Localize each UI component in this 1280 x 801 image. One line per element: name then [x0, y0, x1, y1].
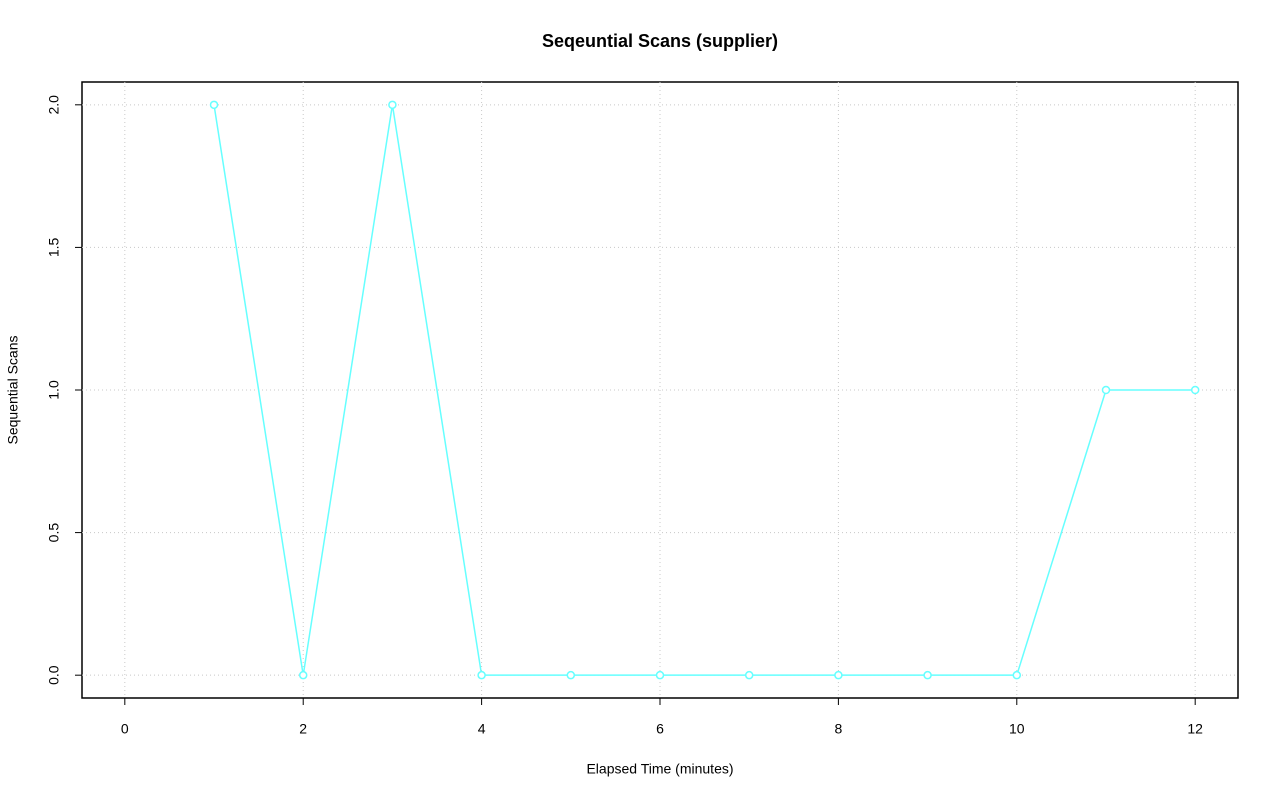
point [298, 670, 308, 680]
series-line [213, 104, 1196, 676]
y-tick-label: 0.0 [46, 665, 62, 685]
x-tick-label: 12 [1187, 721, 1203, 737]
point [923, 670, 932, 680]
point [477, 670, 486, 680]
y-tick-label: 1.5 [46, 237, 62, 257]
x-tick-label: 6 [656, 721, 664, 737]
x-tick-label: 10 [1009, 721, 1025, 737]
point [388, 100, 397, 110]
point [1012, 670, 1022, 680]
x-tick-label: 8 [834, 721, 842, 737]
point [1101, 385, 1111, 395]
x-tick-label: 2 [299, 721, 307, 737]
x-tick-label: 4 [478, 721, 486, 737]
y-tick-label: 1.0 [46, 380, 62, 400]
point [834, 670, 843, 680]
x-axis-label: Elapsed Time (minutes) [586, 761, 733, 777]
y-axis-label: Sequential Scans [5, 336, 21, 445]
point [1190, 385, 1200, 395]
point [655, 670, 665, 680]
y-tick-label: 2.0 [46, 95, 62, 115]
point [566, 670, 576, 680]
point [209, 100, 219, 110]
point [744, 670, 754, 680]
y-tick-label: 0.5 [46, 523, 62, 543]
x-tick-label: 0 [121, 721, 129, 737]
chart-title: Seqeuntial Scans (supplier) [542, 31, 778, 51]
